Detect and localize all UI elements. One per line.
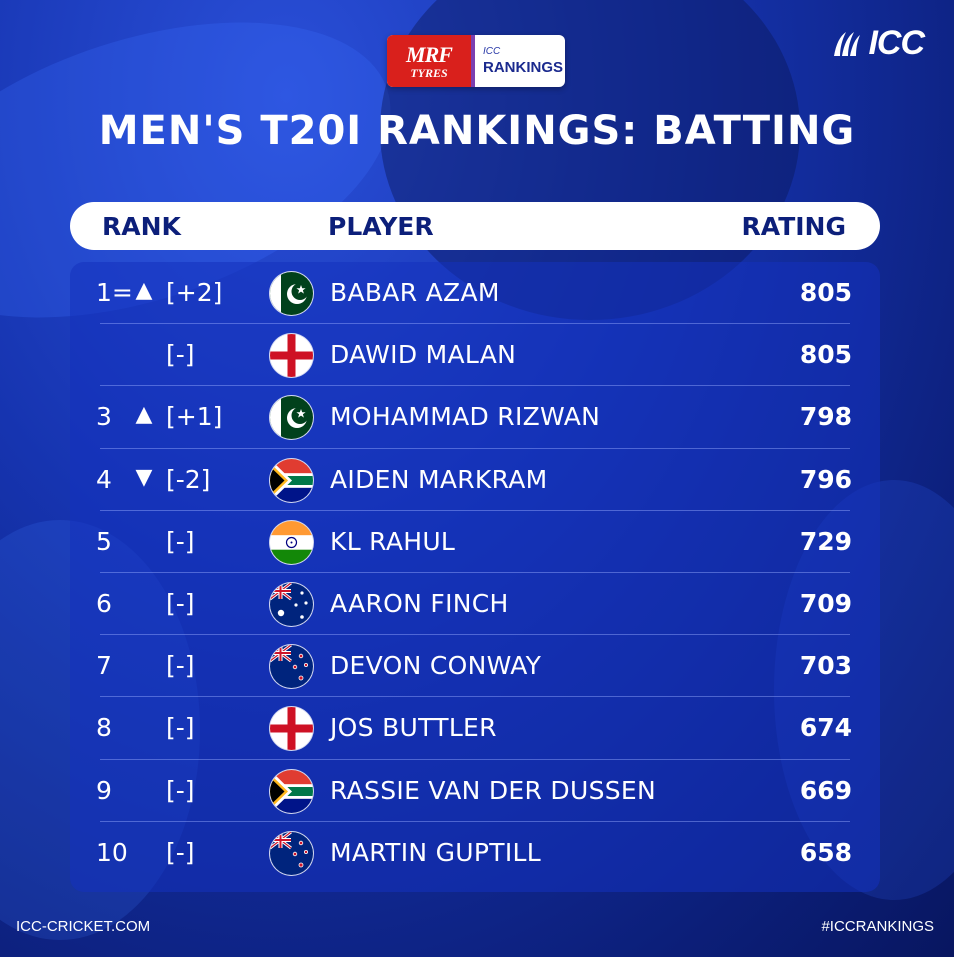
page-title: MEN'S T20I RANKINGS: BATTING (98, 108, 856, 154)
row-rating: 674 (799, 713, 852, 743)
row-player: KL RAHUL (330, 526, 456, 556)
table-row: 5 [-] KL RAHUL 729 (70, 511, 880, 573)
new-zealand-flag-icon (270, 645, 313, 689)
row-player: BABAR AZAM (330, 278, 500, 307)
row-movement: [-] (166, 651, 195, 681)
row-rating: 669 (799, 775, 852, 805)
row-player: DEVON CONWAY (330, 651, 542, 681)
icc-rankings-logo: ICC RANKINGS (471, 35, 565, 87)
table-row: 7 [-] DEVON CONWAY 703 (70, 635, 880, 698)
header-rating: RATING (741, 212, 846, 241)
pakistan-flag-icon (270, 396, 313, 440)
row-movement: [-] (166, 775, 195, 805)
row-rank: 6 (96, 589, 112, 618)
row-player: JOS BUTTLER (330, 713, 497, 743)
row-player: AARON FINCH (330, 589, 509, 618)
india-flag-icon (270, 520, 313, 564)
row-movement: [-2] (166, 464, 211, 494)
table-row: 3 ▲ [+1] MOHAMMAD RIZWAN 798 (70, 386, 880, 449)
table-row: 8 [-] JOS BUTTLER 674 (70, 697, 880, 760)
hashtag: #ICCRANKINGS (821, 918, 934, 935)
sponsor-logo: MRF TYRES ICC RANKINGS (387, 35, 565, 87)
row-rank: 8 (96, 713, 112, 743)
row-rank: 1= (96, 278, 133, 307)
up-arrow-icon: ▲ (135, 402, 153, 428)
row-player: DAWID MALAN (330, 340, 517, 370)
table-row: 9 [-] RASSIE VAN DER DUSSEN 669 (70, 760, 880, 822)
south-africa-flag-icon (270, 458, 313, 502)
table-row: 6 [-] AARON FINCH 709 (70, 573, 880, 636)
icc-logo: ICC (828, 24, 925, 63)
row-rating: 729 (799, 526, 852, 556)
table-row: 1= ▲ [+2] BABAR AZAM 805 (70, 262, 880, 325)
icc-logo-text: ICC (868, 24, 925, 62)
row-movement: [-] (166, 589, 195, 618)
row-rank: 10 (96, 837, 128, 867)
row-rating: 658 (799, 837, 852, 867)
row-player: MOHAMMAD RIZWAN (330, 402, 601, 432)
header-player: PLAYER (328, 212, 434, 241)
table-header: RANK PLAYER RATING (70, 202, 880, 250)
england-flag-icon (270, 707, 313, 751)
pakistan-flag-icon (270, 272, 313, 315)
england-flag-icon (270, 334, 313, 378)
row-rating: 796 (799, 464, 852, 494)
row-rank: 3 (96, 402, 112, 432)
icc-emblem-icon (834, 31, 861, 56)
row-rank: 7 (96, 651, 112, 681)
row-rating: 798 (799, 402, 852, 432)
row-movement: [+2] (166, 278, 223, 307)
table-row: [-] DAWID MALAN 805 (70, 324, 880, 387)
row-rank: 9 (96, 775, 112, 805)
australia-flag-icon (270, 583, 313, 626)
row-player: AIDEN MARKRAM (330, 464, 548, 494)
mrf-text: MRF (406, 41, 453, 67)
row-rank: 5 (96, 526, 112, 556)
mrf-tyres-logo: MRF TYRES (387, 35, 471, 87)
row-movement: [-] (166, 837, 195, 867)
icc-small-text: ICC (483, 46, 501, 57)
row-movement: [+1] (166, 402, 223, 432)
website-link[interactable]: ICC-CRICKET.COM (16, 918, 151, 935)
row-movement: [-] (166, 713, 195, 743)
row-rating: 805 (799, 340, 852, 370)
row-player: MARTIN GUPTILL (330, 837, 541, 867)
header-rank: RANK (102, 212, 181, 241)
row-rating: 805 (799, 278, 852, 307)
row-rating: 709 (799, 589, 852, 618)
row-player: RASSIE VAN DER DUSSEN (330, 775, 657, 805)
row-movement: [-] (166, 340, 195, 370)
row-rank: 4 (96, 464, 112, 494)
tyres-text: TYRES (410, 65, 448, 80)
table-row: 10 [-] MARTIN GUPTILL 658 (70, 822, 880, 884)
table-row: 4 ▼ [-2] AIDEN MARKRAM 796 (70, 449, 880, 511)
down-arrow-icon: ▼ (135, 464, 153, 490)
row-rating: 703 (799, 651, 852, 681)
rankings-text: RANKINGS (483, 59, 564, 76)
rankings-table: 1= ▲ [+2] BABAR AZAM 805 [-] DAWID MALAN… (70, 262, 880, 892)
row-movement: [-] (166, 526, 195, 556)
south-africa-flag-icon (270, 769, 313, 813)
new-zealand-flag-icon (270, 831, 313, 875)
up-arrow-icon: ▲ (135, 278, 153, 303)
